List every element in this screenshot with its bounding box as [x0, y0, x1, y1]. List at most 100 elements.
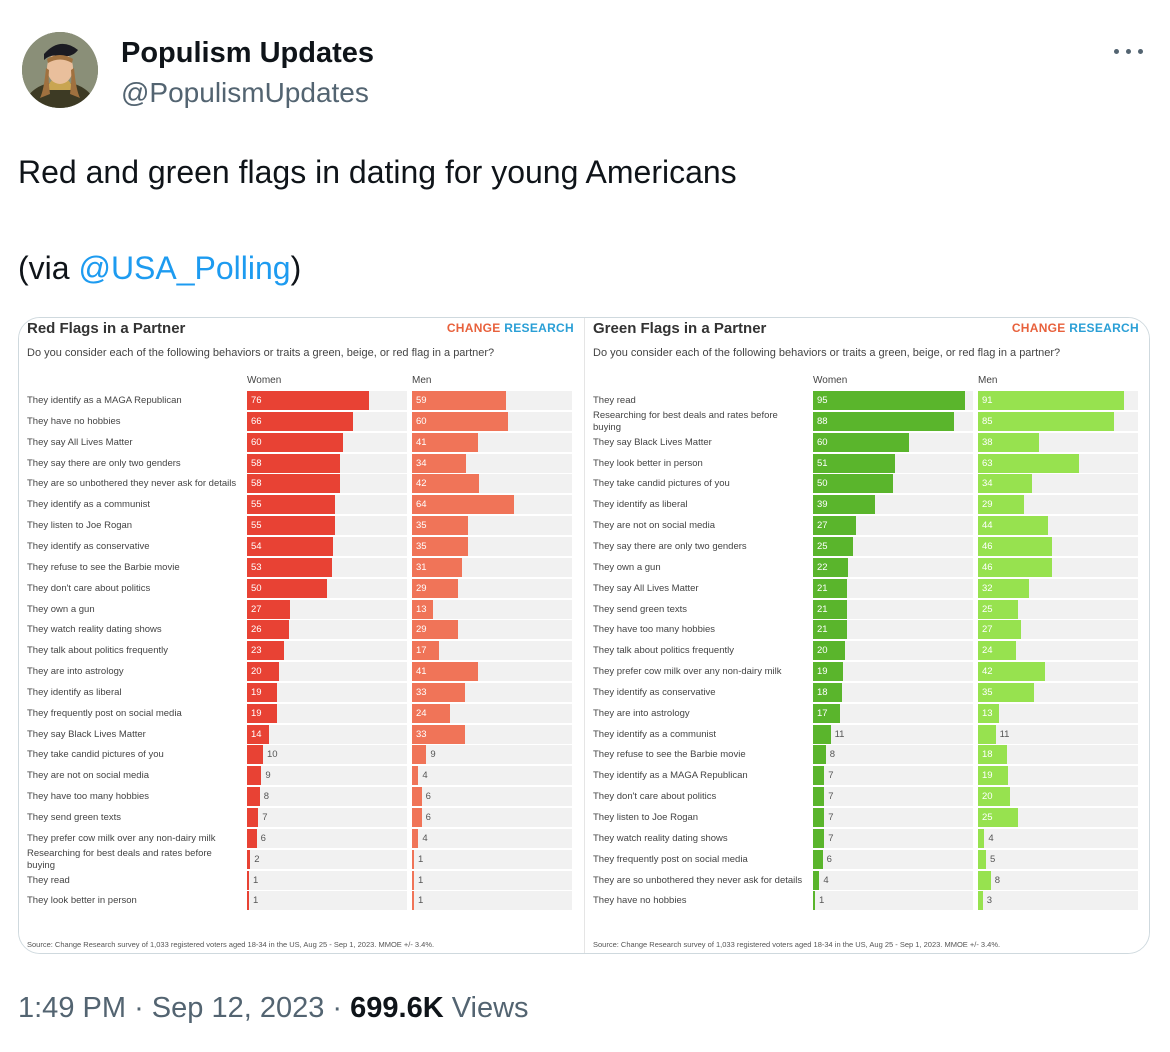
data-label: 4	[422, 770, 428, 782]
data-label: 17	[817, 707, 828, 719]
bar-track: 29	[412, 578, 572, 598]
bar	[813, 578, 847, 598]
category-label: They look better in person	[593, 457, 703, 469]
bar	[412, 411, 508, 431]
data-label: 88	[817, 415, 828, 427]
bar	[412, 682, 465, 702]
bar-track: 10	[247, 745, 407, 765]
views-count: 699.6K	[350, 992, 444, 1024]
green-flags-chart: Green Flags in a Partner CHANGE RESEARCH D…	[585, 318, 1149, 953]
more-horizontal-icon[interactable]	[1112, 40, 1146, 64]
tweet-date[interactable]: Sep 12, 2023	[151, 992, 325, 1024]
data-label: 7	[828, 770, 834, 782]
data-label: 22	[817, 561, 828, 573]
legend-entry: Men	[412, 375, 432, 386]
bar-track: 21	[813, 620, 973, 640]
data-label: 55	[251, 499, 262, 511]
bar	[247, 828, 257, 848]
chart-row: They are so unbothered they never ask fo…	[585, 870, 1149, 891]
data-label: 58	[251, 457, 262, 469]
bar	[978, 453, 1079, 473]
category-label: They own a gun	[27, 603, 95, 615]
chart-row: They frequently post on social media 6 5	[585, 849, 1149, 870]
bar	[247, 745, 263, 765]
bar	[247, 724, 270, 744]
bar-track: 7	[813, 828, 973, 848]
bar-track: 41	[412, 432, 572, 452]
chart-subtitle: Do you consider each of the following be…	[27, 347, 495, 359]
category-label: They listen to Joe Rogan	[593, 812, 699, 823]
data-label: 13	[416, 603, 427, 615]
mention-link[interactable]: @USA_Polling	[78, 250, 291, 286]
bar	[412, 849, 414, 869]
bar-track: 2	[247, 849, 407, 869]
bar	[247, 891, 249, 911]
chart-title: Red Flags in a Partner	[27, 320, 186, 337]
bar-track: 20	[247, 662, 407, 682]
bar	[412, 557, 462, 577]
bar	[978, 662, 1046, 682]
bar	[813, 599, 847, 619]
data-label: 25	[982, 812, 993, 823]
bar-track: 9	[412, 745, 572, 765]
bar	[978, 745, 1007, 765]
chart-row: Researching for best deals and rates bef…	[19, 848, 584, 871]
bar-track: 21	[813, 599, 973, 619]
bar-track: 46	[978, 536, 1138, 556]
chart-row: They are not on social media 9 4	[19, 766, 584, 786]
chart-row: They have too many hobbies 8 6	[19, 787, 584, 807]
bar-track: 13	[978, 703, 1138, 723]
avatar[interactable]	[22, 32, 98, 108]
bar-track: 41	[412, 662, 572, 682]
category-label: They send green texts	[27, 812, 121, 823]
data-label: 50	[251, 582, 262, 594]
category-label: They take candid pictures of you	[27, 749, 164, 761]
bar-track: 95	[813, 391, 973, 410]
bar-track: 38	[978, 432, 1138, 452]
data-label: 14	[251, 728, 262, 740]
chart-row: They say there are only two genders 25 46	[585, 536, 1149, 557]
data-label: 35	[982, 686, 993, 698]
data-label: 51	[817, 457, 828, 469]
data-label: 6	[826, 853, 832, 865]
data-label: 3	[986, 895, 993, 907]
author-handle[interactable]: @PopulismUpdates	[121, 77, 369, 108]
bar	[412, 870, 414, 890]
chart-row: They are not on social media 27 44	[585, 516, 1149, 536]
chart-title: Green Flags in a Partner	[593, 320, 767, 337]
bar	[813, 745, 826, 765]
author-name[interactable]: Populism Updates	[121, 37, 374, 69]
bar	[978, 870, 991, 890]
bar	[247, 766, 262, 786]
chart-row: They watch reality dating shows 7 4	[585, 828, 1149, 849]
data-label: 21	[817, 624, 828, 636]
chart-row: They send green texts 21 25	[585, 599, 1149, 620]
tweet-media[interactable]: Red Flags in a Partner CHANGE RESEARCH Do …	[18, 317, 1150, 954]
bar-track: 6	[813, 849, 973, 869]
category-label: They have no hobbies	[593, 895, 687, 907]
chart-row: They identify as a MAGA Republican 7 19	[585, 766, 1149, 786]
tweet-time[interactable]: 1:49 PM	[18, 992, 126, 1024]
bar-track: 7	[247, 808, 407, 827]
data-label: 60	[416, 415, 427, 427]
bar	[412, 620, 459, 640]
data-label: 9	[430, 749, 436, 761]
bar-track: 6	[247, 828, 407, 848]
bar	[412, 641, 440, 661]
bar-track: 88	[813, 411, 973, 431]
bar-track: 24	[412, 703, 572, 723]
data-label: 34	[982, 478, 993, 490]
chart-row: They don't care about politics 50 29	[19, 578, 584, 599]
bar	[247, 536, 334, 556]
bar-track: 55	[247, 516, 407, 536]
chart-row: They identify as conservative 18 35	[585, 682, 1149, 703]
data-label: 95	[817, 395, 828, 406]
data-label: 35	[416, 540, 427, 552]
bar	[247, 599, 291, 619]
bar	[813, 411, 954, 431]
category-label: They say there are only two genders	[27, 457, 181, 469]
data-label: 24	[982, 645, 993, 657]
data-label: 39	[817, 499, 828, 511]
data-label: 42	[416, 478, 427, 490]
bar	[412, 828, 419, 848]
